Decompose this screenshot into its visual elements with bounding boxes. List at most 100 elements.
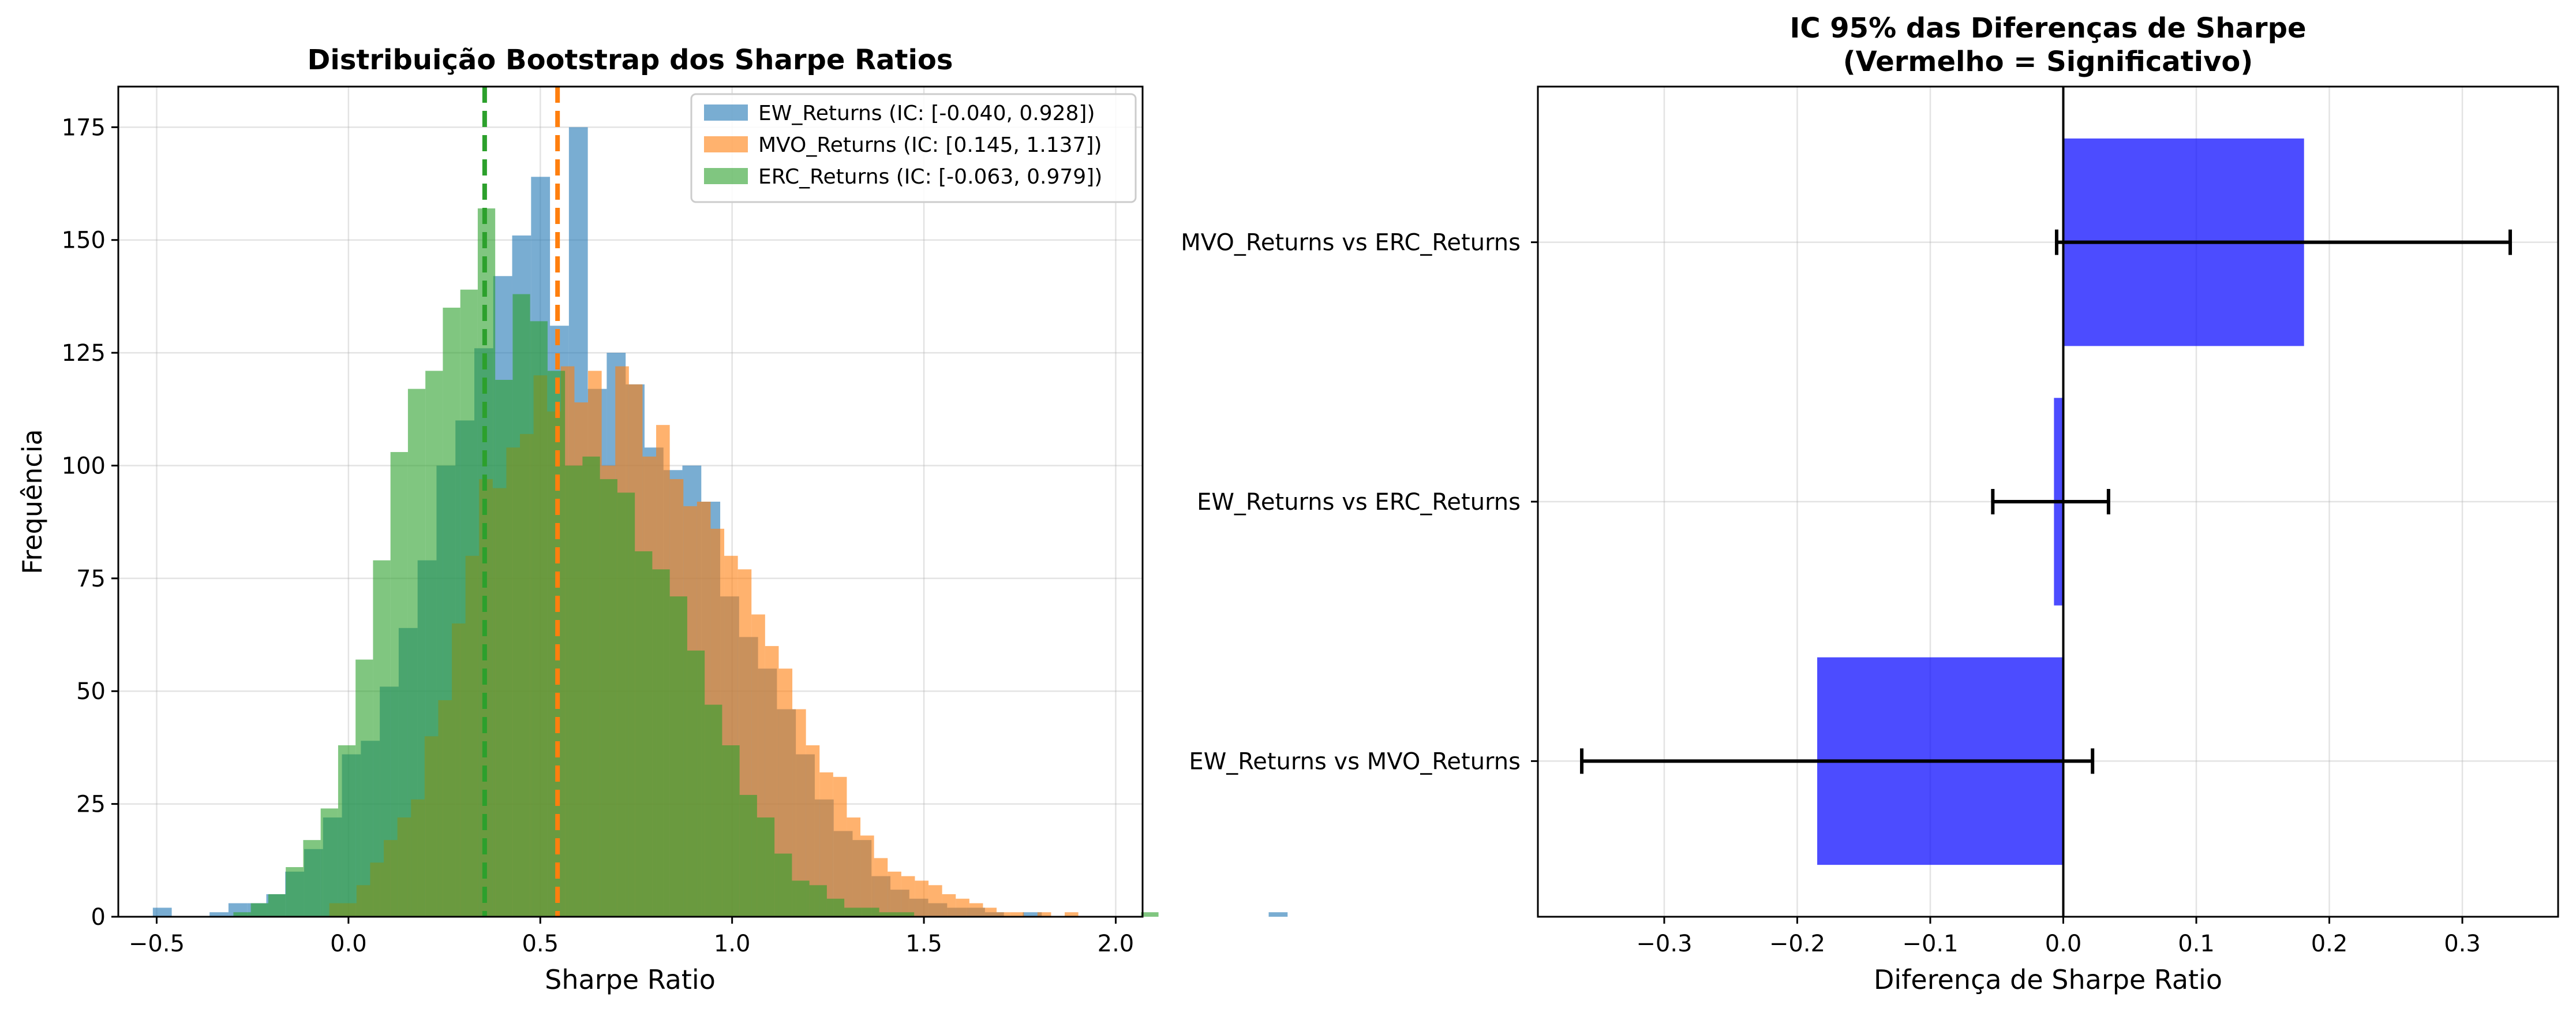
histogram-x-tick-label: 2.0 [1098, 931, 1135, 957]
histogram-bar-mvo [942, 894, 956, 917]
histogram-x-tick-label: 0.0 [330, 931, 367, 957]
histogram-bar-erc [233, 912, 251, 917]
histogram-bar-erc [722, 745, 740, 917]
legend-swatch-ew [704, 104, 748, 121]
histogram-mean-lines [482, 87, 560, 917]
histogram-bar-erc [739, 794, 757, 917]
histogram-bar-erc [407, 389, 426, 917]
histogram-frame [117, 85, 1144, 918]
histogram-bar-ew [1268, 912, 1288, 917]
legend-entry-erc: ERC_Returns (IC: [-0.063, 0.979]) [704, 165, 1102, 189]
histogram-bar-erc [460, 289, 478, 917]
histogram-bar-erc [1141, 912, 1159, 917]
histogram-bar-erc [303, 840, 321, 917]
legend-label-mvo: MVO_Returns (IC: [0.145, 1.137]) [758, 133, 1102, 157]
histogram-bar-erc [617, 492, 635, 917]
histogram-bar-erc [652, 569, 670, 917]
histogram-bar-ew [152, 908, 172, 917]
histogram-bar-mvo [969, 903, 983, 917]
histogram-bar-mvo [928, 885, 942, 917]
histogram-bar-mvo [1065, 912, 1079, 917]
histogram-bar-erc [792, 880, 810, 917]
histogram-y-tick-label: 125 [62, 340, 106, 367]
histogram-bar-erc [495, 379, 513, 917]
histogram-bar-mvo [819, 772, 833, 917]
histogram-bar-erc [774, 853, 792, 917]
histogram-y-tick-label: 150 [62, 227, 106, 254]
histogram-x-tick-label: 0.5 [522, 931, 559, 957]
difference-x-tick-label: 0.1 [2178, 931, 2215, 957]
histogram-bar-erc [512, 294, 530, 917]
difference-error-bars [1580, 229, 2513, 774]
legend-entry-ew: EW_Returns (IC: [-0.040, 0.928]) [704, 102, 1095, 125]
histogram-bar-erc [390, 452, 408, 917]
legend-swatch-mvo [704, 136, 748, 152]
ci-error-bar [2054, 229, 2513, 255]
histogram-bar-mvo [901, 876, 915, 917]
histogram-bar-erc [879, 912, 897, 917]
difference-category-label: MVO_Returns vs ERC_Returns [1181, 230, 1521, 256]
difference-x-tick-label: 0.2 [2311, 931, 2348, 957]
histogram-bar-erc [582, 456, 600, 917]
histogram-y-label: Frequência [17, 429, 48, 574]
difference-x-tick-label: −0.3 [1636, 931, 1692, 957]
difference-x-tick-label: 0.0 [2045, 931, 2082, 957]
histogram-bar-mvo [847, 817, 861, 917]
histogram-bar-erc [355, 659, 373, 917]
histogram-bar-erc [844, 908, 862, 917]
legend-entry-mvo: MVO_Returns (IC: [0.145, 1.137]) [704, 133, 1102, 157]
histogram-y-ticks: 0 25 50 75 100 125 150 175 [62, 114, 118, 931]
histogram-title: Distribuição Bootstrap dos Sharpe Ratios [308, 44, 953, 76]
histogram-bar-erc [862, 908, 879, 917]
histogram-y-tick-label: 100 [62, 453, 106, 479]
histogram-bar-mvo [1010, 912, 1024, 917]
difference-x-tick-label: 0.3 [2444, 931, 2481, 957]
histogram-bar-erc [286, 867, 304, 917]
histogram-bar-mvo [915, 880, 929, 917]
histogram-bar-erc [565, 465, 583, 917]
histogram-bar-erc [635, 551, 653, 917]
histogram-x-tick-label: 1.5 [905, 931, 942, 957]
histogram-bar-mvo [983, 908, 997, 917]
histogram-bar-mvo [874, 858, 888, 917]
histogram-bar-mvo [956, 898, 969, 917]
histogram-bar-mvo [1037, 912, 1051, 917]
difference-category-label: EW_Returns vs ERC_Returns [1197, 489, 1521, 516]
histogram-bar-ew [209, 912, 229, 917]
histogram-bar-erc [826, 898, 845, 917]
histogram-bar-erc [669, 596, 687, 917]
difference-x-label: Diferença de Sharpe Ratio [1874, 964, 2222, 995]
histogram-bar-erc [443, 307, 460, 917]
legend-label-erc: ERC_Returns (IC: [-0.063, 0.979]) [758, 165, 1102, 189]
ci-error-bar [1580, 748, 2095, 774]
histogram-bar-mvo [792, 709, 806, 917]
legend-box [690, 93, 1137, 203]
difference-y-ticks: EW_Returns vs MVO_Returns EW_Returns vs E… [1181, 230, 1538, 775]
histogram-y-tick-label: 0 [91, 904, 106, 931]
histogram-bar-erc [268, 894, 286, 917]
histogram-bar-erc [896, 912, 915, 917]
histogram-bar-erc [338, 745, 356, 917]
difference-x-tick-label: −0.1 [1902, 931, 1958, 957]
histogram-x-label: Sharpe Ratio [545, 964, 716, 995]
histogram-bar-erc [600, 479, 617, 917]
histogram-x-tick-label: −0.5 [129, 931, 185, 957]
histogram-bar-mvo [860, 835, 874, 917]
legend-label-ew: EW_Returns (IC: [-0.040, 0.928]) [758, 102, 1095, 125]
histogram-series-erc [233, 208, 1159, 917]
histogram-bars [152, 127, 1288, 917]
histogram-bar-erc [757, 817, 775, 917]
histogram-bar-erc [250, 903, 268, 917]
histogram-legend: EW_Returns (IC: [-0.040, 0.928]) MVO_Ret… [690, 93, 1137, 203]
histogram-bar-erc [530, 321, 548, 917]
histogram-bar-erc [320, 808, 338, 917]
difference-title: IC 95% das Diferenças de Sharpe [1789, 12, 2306, 44]
ci-error-bar [1991, 489, 2110, 514]
difference-subtitle: (Vermelho = Significativo) [1843, 46, 2253, 78]
difference-x-tick-label: −0.2 [1769, 931, 1825, 957]
difference-x-ticks: −0.3 −0.2 −0.1 0.0 0.1 0.2 0.3 [1636, 917, 2481, 957]
histogram-bar-erc [373, 560, 391, 917]
histogram-x-tick-label: 1.0 [714, 931, 751, 957]
legend-swatch-erc [704, 168, 748, 184]
